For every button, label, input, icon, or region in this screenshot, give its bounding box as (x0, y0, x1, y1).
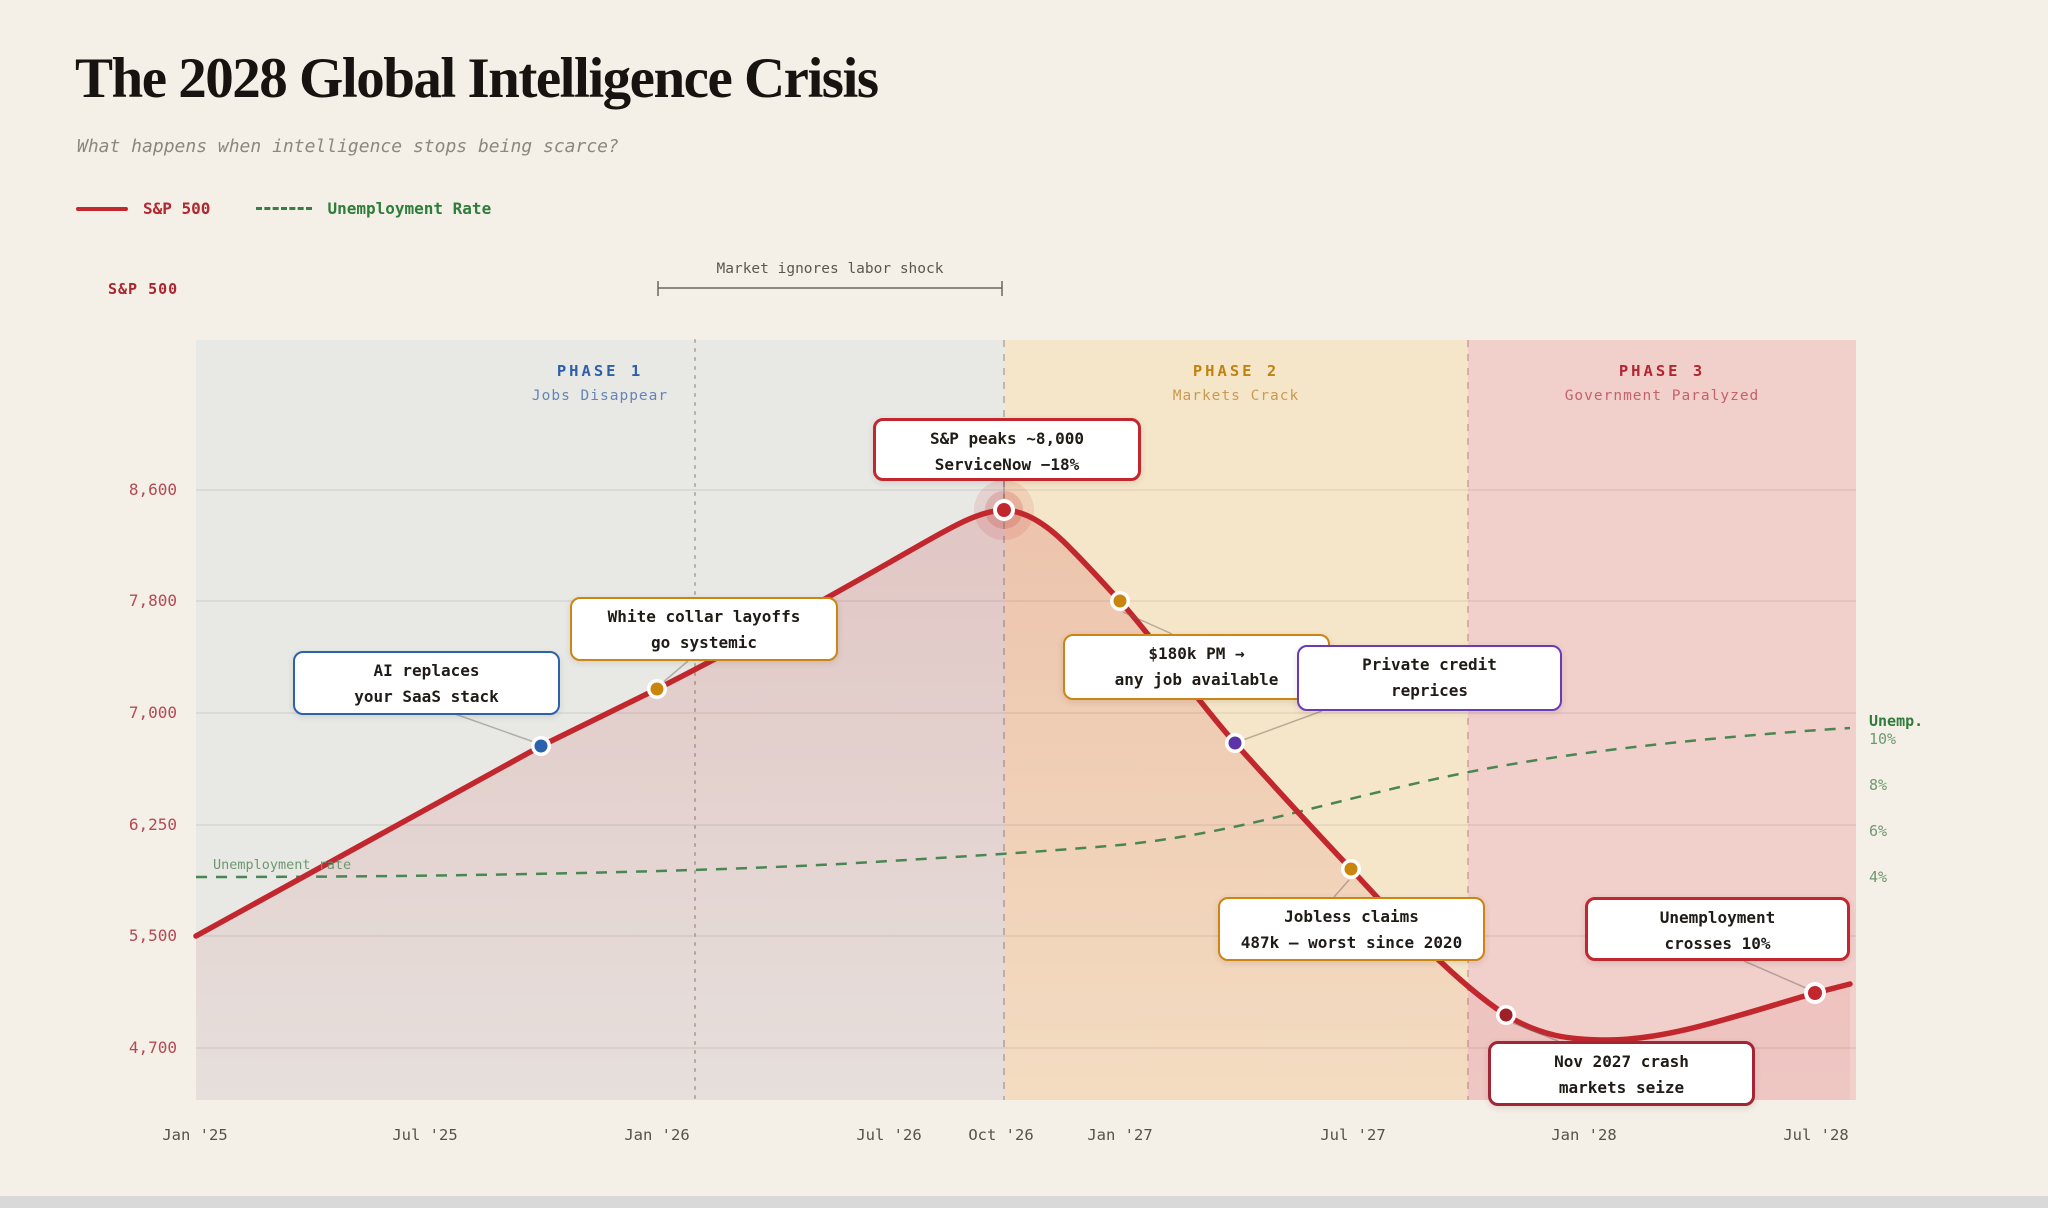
annotation-nov-2027-crash: Nov 2027 crash markets seize (1488, 1041, 1755, 1106)
annotation-line: any job available (1114, 670, 1279, 689)
right-axis-tick: 10% (1869, 730, 1897, 748)
annotation-line: Private credit (1362, 655, 1497, 674)
peak-glow-inner (985, 491, 1023, 529)
legend-label: Unemployment Rate (327, 199, 492, 218)
right-axis-tick: 4% (1869, 868, 1888, 886)
marker-unemployment-10pct[interactable] (1804, 982, 1826, 1004)
sp500-line-swatch-icon (76, 206, 128, 211)
x-axis-tick: Jan '25 (162, 1126, 228, 1144)
legend-label: S&P 500 (143, 199, 211, 218)
bracket-rule (657, 281, 1003, 296)
phase2-label: PHASE 2 (1192, 362, 1280, 380)
x-axis-tick: Jan '26 (624, 1126, 690, 1144)
phase1-label: PHASE 1 (556, 362, 644, 380)
right-axis-tick: 6% (1869, 822, 1888, 840)
bracket-label: Market ignores labor shock (716, 261, 944, 277)
annotation-line: crosses 10% (1664, 934, 1771, 953)
marker-white-collar-layoffs[interactable] (647, 679, 667, 699)
legend-item-unemployment[interactable]: Unemployment Rate (256, 199, 491, 218)
legend-item-sp500[interactable]: S&P 500 (76, 199, 210, 218)
annotation-sp-peak: S&P peaks ~8,000 ServiceNow −18% (873, 418, 1141, 481)
x-axis-tick: Oct '26 (968, 1126, 1034, 1144)
annotation-line: Nov 2027 crash (1554, 1052, 1689, 1071)
annotation-unemployment-10pct: Unemployment crosses 10% (1585, 897, 1850, 961)
annotation-line: White collar layoffs (607, 607, 801, 626)
x-axis-tick: Jul '27 (1320, 1126, 1386, 1144)
annotation-line: S&P peaks ~8,000 (929, 429, 1085, 448)
annotation-line: your SaaS stack (354, 687, 499, 706)
annotation-line: Unemployment (1659, 908, 1776, 927)
x-axis-tick: Jul '26 (856, 1126, 922, 1144)
marker-ai-replaces-saas[interactable] (531, 736, 551, 756)
x-axis-tick: Jan '28 (1551, 1126, 1617, 1144)
page-title: The 2028 Global Intelligence Crisis (75, 47, 879, 110)
phase3-label: PHASE 3 (1618, 362, 1706, 380)
marker-sp-peak[interactable] (993, 499, 1015, 521)
marker-jobless-claims[interactable] (1341, 859, 1361, 879)
annotation-white-collar-layoffs: White collar layoffs go systemic (570, 597, 838, 661)
legend: S&P 500 Unemployment Rate (76, 199, 491, 218)
annotation-line: $180k PM → (1148, 644, 1245, 663)
unemployment-line (195, 726, 1851, 879)
marker-nov-2027-crash[interactable] (1496, 1005, 1516, 1025)
unemployment-inline-label: Unemployment rate (213, 857, 352, 873)
annotation-line: Jobless claims (1284, 907, 1419, 926)
annotation-line: markets seize (1558, 1078, 1685, 1097)
x-axis-tick: Jan '27 (1087, 1126, 1153, 1144)
annotation-180k-pm: $180k PM → any job available (1063, 634, 1330, 700)
annotation-private-credit: Private credit reprices (1297, 645, 1562, 711)
left-axis-tick: 6,250 (128, 815, 177, 834)
right-axis-title: Unemp. (1869, 712, 1924, 730)
bottom-scrollbar[interactable] (0, 1196, 2048, 1208)
annotation-jobless-claims: Jobless claims 487k — worst since 2020 (1218, 897, 1485, 961)
annotation-line: ServiceNow −18% (934, 455, 1080, 474)
unemployment-dashed-swatch-icon (256, 207, 313, 210)
page-subtitle: What happens when intelligence stops bei… (77, 136, 619, 157)
phase1-name: Jobs Disappear (531, 388, 669, 404)
peak-glow (974, 480, 1034, 540)
annotation-line: go systemic (651, 633, 757, 652)
annotation-ai-replaces-saas: AI replaces your SaaS stack (293, 651, 560, 715)
marker-private-credit[interactable] (1225, 733, 1245, 753)
left-axis-title: S&P 500 (108, 280, 179, 298)
left-axis-tick: 7,800 (128, 591, 177, 610)
phase3-name: Government Paralyzed (1564, 388, 1760, 404)
phase3-region (1468, 340, 1856, 1100)
left-axis-tick: 8,600 (128, 480, 177, 499)
annotation-line: 487k — worst since 2020 (1240, 933, 1463, 952)
x-axis-tick: Jul '25 (392, 1126, 458, 1144)
annotation-line: AI replaces (373, 661, 480, 680)
left-axis-tick: 5,500 (128, 926, 177, 945)
right-axis-tick: 8% (1869, 776, 1888, 794)
x-axis-tick: Jul '28 (1783, 1126, 1849, 1144)
marker-180k-pm[interactable] (1110, 591, 1130, 611)
left-axis-tick: 4,700 (128, 1038, 177, 1057)
gridlines (196, 489, 1856, 1049)
left-axis-tick: 7,000 (128, 703, 177, 722)
phase2-name: Markets Crack (1172, 388, 1300, 404)
sp500-area-fill (196, 510, 1850, 1100)
annotation-line: reprices (1390, 681, 1469, 700)
